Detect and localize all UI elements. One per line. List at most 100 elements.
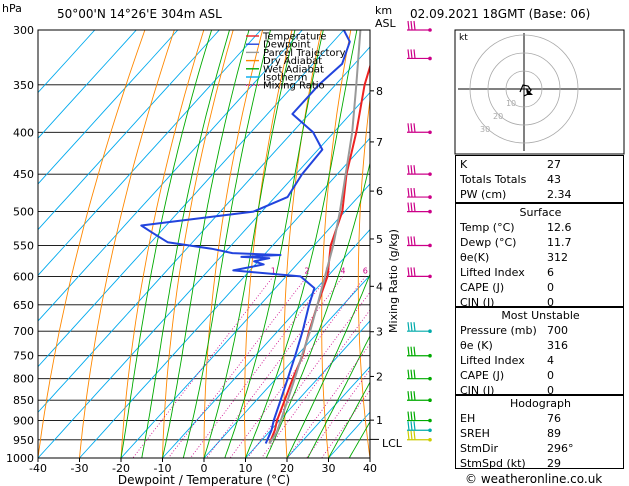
isotherm-line xyxy=(203,274,370,458)
isotherm-line xyxy=(79,137,370,458)
mixing-ratio-label: 1 xyxy=(271,266,276,275)
location-title: 50°00'N 14°26'E 304m ASL xyxy=(57,7,222,21)
mixing-ratio-label: 6 xyxy=(363,266,368,275)
wind-barb xyxy=(407,236,432,248)
temp-tick-label: 20 xyxy=(280,462,294,475)
wind-barb-feather xyxy=(410,49,413,59)
hodograph-indices-box: Hodograph EH 76 SREH 89 StmDir 296° StmSpd (kt)… xyxy=(455,394,625,471)
pressure-unit: hPa xyxy=(2,2,22,15)
wind-barb-feather xyxy=(407,369,410,379)
wind-barb-dot xyxy=(428,28,432,32)
section-title: Surface xyxy=(519,206,562,219)
isotherm-line xyxy=(120,183,370,458)
hodograph-frame xyxy=(454,29,625,155)
index-key: Dewp (°C) xyxy=(460,236,517,249)
height-unit-asl: ASL xyxy=(375,17,397,30)
index-key: SREH xyxy=(460,427,490,440)
temp-tick-label: 0 xyxy=(201,462,208,475)
wind-barb-feather xyxy=(413,165,416,175)
legend-label: Isotherm xyxy=(263,73,307,84)
index-value: 0 xyxy=(547,281,554,294)
wet-adiabat-line xyxy=(328,381,370,458)
wind-barb-feather xyxy=(410,346,413,356)
x-axis-label: Dewpoint / Temperature (°C) xyxy=(118,473,290,486)
km-tick-label: 5 xyxy=(376,233,383,246)
index-row: Temp (°C) 12.6 xyxy=(456,220,625,235)
index-row: Pressure (mb) 700 xyxy=(456,323,625,338)
wind-barb xyxy=(407,430,432,442)
wind-barb-feather xyxy=(413,346,416,356)
index-row: StmDir 296° xyxy=(456,441,625,456)
wind-barb-feather xyxy=(407,188,410,198)
index-key: CAPE (J) xyxy=(460,281,505,294)
wind-barb-feather xyxy=(410,322,413,332)
indices-top-box: K 27 Totals Totals 43 PW (cm) 2.34 xyxy=(455,155,624,203)
pressure-tick-label: 750 xyxy=(13,350,34,363)
wind-barb-dot xyxy=(428,274,432,279)
mixing-ratio-line xyxy=(190,276,329,458)
y-axis-label-mixing: Mixing Ratio (g/kg) xyxy=(387,229,400,333)
wind-barb-feather xyxy=(413,421,416,431)
wind-barb xyxy=(407,123,432,135)
temp-tick-label: -40 xyxy=(29,462,47,475)
temp-tick-label: -20 xyxy=(112,462,130,475)
wind-barb-feather xyxy=(407,411,410,421)
pressure-tick-label: 700 xyxy=(13,325,34,338)
wet-adiabat-line xyxy=(203,30,296,458)
section-title: Most Unstable xyxy=(501,309,580,322)
wet-adiabat-line xyxy=(286,273,370,458)
wind-barb-feather xyxy=(410,202,413,212)
km-tick-label: 8 xyxy=(376,85,383,98)
mixing-ratio-label: 15 xyxy=(414,266,424,275)
wind-barb xyxy=(407,188,432,199)
index-value: 0 xyxy=(547,384,554,397)
legend-label: Temperature xyxy=(262,32,326,43)
mixing-ratio-label: 8 xyxy=(379,266,384,275)
wind-barb-feather xyxy=(410,267,413,277)
index-row: StmSpd (kt) 29 xyxy=(456,456,625,471)
height-unit: km xyxy=(375,4,392,17)
index-key: CIN (J) xyxy=(460,384,495,397)
km-tick-label: 6 xyxy=(376,185,383,198)
wet-adiabat-line xyxy=(182,30,271,458)
index-value: 312 xyxy=(547,251,568,264)
legend-label: Parcel Trajectory xyxy=(263,48,346,59)
legend-label: Dewpoint xyxy=(263,40,311,51)
index-value: 296° xyxy=(547,442,574,455)
index-row: Lifted Index 6 xyxy=(456,265,625,280)
index-key: Pressure (mb) xyxy=(460,324,537,337)
mixing-ratio-line xyxy=(132,276,274,458)
dry-adiabat-line xyxy=(162,30,234,458)
wind-barb-dot xyxy=(428,130,432,135)
wind-barb-dot xyxy=(428,56,432,61)
index-row: Totals Totals 43 xyxy=(456,172,625,187)
mixing-ratio-line xyxy=(247,291,370,458)
wind-barb-dot xyxy=(428,418,432,423)
index-value: 0 xyxy=(547,369,554,382)
isotherm-line xyxy=(38,30,179,185)
index-row: CAPE (J) 0 xyxy=(456,368,625,383)
dry-adiabat-line xyxy=(321,30,352,458)
isotherm-line xyxy=(38,46,370,413)
wind-barb xyxy=(407,421,432,433)
index-row: CAPE (J) 0 xyxy=(456,280,625,295)
isotherm-line xyxy=(328,411,370,458)
wind-barb-dot xyxy=(428,376,432,381)
hodograph-ring-label: 10 xyxy=(506,99,516,108)
wind-barb-dot xyxy=(428,172,432,176)
wind-barb-feather xyxy=(410,411,413,421)
isotherm-line xyxy=(38,30,345,368)
index-key: CAPE (J) xyxy=(460,369,505,382)
wet-adiabat-line xyxy=(224,30,324,458)
wind-barb-feather xyxy=(407,49,410,59)
pressure-tick-label: 900 xyxy=(13,415,34,428)
index-key: StmSpd (kt) xyxy=(460,457,526,470)
wet-adiabat-line xyxy=(265,161,370,458)
wind-barb xyxy=(407,267,432,279)
wind-barb xyxy=(407,49,432,61)
pressure-tick-label: 300 xyxy=(13,24,34,37)
dry-adiabat-line xyxy=(357,96,370,458)
mixing-ratio-line xyxy=(306,368,370,458)
